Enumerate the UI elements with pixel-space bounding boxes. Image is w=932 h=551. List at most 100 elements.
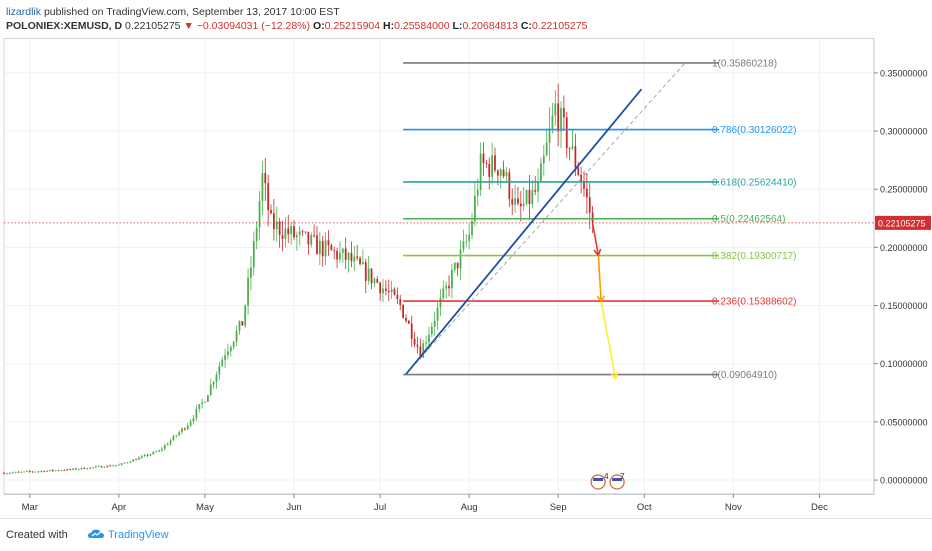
candle bbox=[585, 173, 588, 214]
candle bbox=[115, 465, 117, 467]
candle bbox=[293, 219, 295, 241]
candle bbox=[433, 311, 436, 336]
candle bbox=[273, 199, 275, 241]
open-label: O: bbox=[312, 20, 325, 32]
candle-body bbox=[212, 382, 215, 385]
chart-area[interactable]: 1(0.35860218) 0.786(0.30126022) 0.618(0.25… bbox=[0, 38, 932, 518]
candle-body bbox=[206, 395, 209, 403]
candle-body bbox=[491, 155, 494, 177]
candle-body bbox=[49, 469, 51, 471]
time-tick-label: Apr bbox=[111, 502, 126, 513]
candle-body bbox=[407, 320, 410, 324]
candle-body bbox=[5, 473, 8, 475]
candle-body bbox=[209, 384, 212, 396]
author-link[interactable]: lizardlik bbox=[6, 6, 42, 18]
tradingview-link[interactable]: TradingView bbox=[88, 529, 169, 541]
candle bbox=[471, 212, 473, 239]
arrow-shaft bbox=[591, 222, 600, 256]
candle bbox=[232, 341, 235, 350]
candle-body bbox=[585, 188, 588, 198]
candle-body bbox=[255, 227, 258, 242]
time-tick-label: Oct bbox=[637, 502, 652, 513]
candle-body bbox=[126, 462, 129, 464]
candle bbox=[250, 255, 252, 291]
candle bbox=[333, 246, 336, 260]
candle bbox=[3, 471, 5, 475]
candle bbox=[313, 224, 315, 238]
drawings[interactable]: 1(0.35860218) 0.786(0.30126022) 0.618(0.25… bbox=[4, 58, 874, 490]
candle bbox=[43, 470, 46, 473]
candle-body bbox=[83, 467, 86, 469]
candle-body bbox=[540, 163, 542, 182]
candle bbox=[384, 280, 387, 296]
candle-body bbox=[281, 235, 284, 239]
candle-body bbox=[86, 468, 89, 470]
candle bbox=[178, 430, 181, 437]
created-with-text: Created with bbox=[6, 529, 68, 541]
symbol-label[interactable]: POLONIEX:XEMUSD, D bbox=[6, 20, 123, 32]
candle-body bbox=[261, 173, 264, 201]
candle bbox=[278, 217, 281, 248]
candle bbox=[37, 471, 40, 473]
price-chart[interactable]: 1(0.35860218) 0.786(0.30126022) 0.618(0.25… bbox=[0, 38, 932, 518]
candle bbox=[63, 469, 66, 472]
fib-level-label: 0.786(0.30126022) bbox=[712, 125, 797, 136]
candle-body bbox=[287, 228, 290, 235]
candle bbox=[34, 471, 37, 473]
candle-body bbox=[580, 174, 583, 182]
candle bbox=[209, 378, 212, 397]
candle bbox=[112, 464, 114, 467]
candle bbox=[362, 249, 364, 265]
candle-body bbox=[422, 343, 425, 358]
candle bbox=[327, 230, 330, 256]
candle-body bbox=[459, 249, 462, 269]
candle bbox=[60, 469, 63, 472]
candle bbox=[235, 325, 238, 347]
candle-body bbox=[43, 470, 46, 472]
candle-body bbox=[350, 252, 353, 262]
candle-body bbox=[140, 456, 143, 458]
close-value: 0.22105275 bbox=[531, 20, 588, 32]
candle bbox=[390, 280, 393, 299]
candle-body bbox=[316, 235, 318, 255]
candle bbox=[436, 302, 439, 331]
fib-level-label: 0.5(0.22462564) bbox=[712, 214, 785, 225]
candle bbox=[123, 461, 126, 464]
candle bbox=[40, 470, 43, 473]
candle bbox=[57, 469, 60, 472]
candle-body bbox=[51, 469, 54, 471]
candle-body bbox=[117, 464, 120, 466]
candle bbox=[129, 460, 132, 464]
candle-body bbox=[387, 290, 390, 293]
candle-body bbox=[488, 163, 491, 177]
candle-body bbox=[456, 262, 459, 269]
candle-body bbox=[327, 240, 330, 246]
candle bbox=[69, 468, 71, 471]
candle-body bbox=[37, 471, 40, 473]
candle bbox=[146, 453, 149, 457]
candle-body bbox=[232, 341, 235, 348]
candle-body bbox=[382, 288, 384, 294]
candle bbox=[149, 453, 152, 457]
candle bbox=[72, 468, 74, 471]
candle-body bbox=[8, 473, 11, 474]
time-tick-label: May bbox=[196, 502, 214, 513]
candle-body bbox=[330, 245, 333, 251]
candle bbox=[80, 467, 83, 471]
candle-body bbox=[485, 163, 488, 164]
candle-body bbox=[152, 452, 155, 455]
candle-body bbox=[304, 231, 307, 233]
candle bbox=[468, 223, 471, 250]
candle-body bbox=[402, 304, 404, 318]
time-tick-label: Jul bbox=[374, 502, 386, 513]
candle-body bbox=[425, 342, 427, 344]
candle-body bbox=[115, 465, 117, 467]
candle bbox=[588, 183, 591, 230]
candle bbox=[465, 234, 468, 248]
candle bbox=[580, 166, 583, 194]
candle bbox=[175, 434, 178, 438]
candle-body bbox=[132, 459, 135, 462]
candle bbox=[290, 221, 293, 245]
last-price-badge bbox=[875, 215, 931, 230]
candle bbox=[405, 314, 407, 323]
